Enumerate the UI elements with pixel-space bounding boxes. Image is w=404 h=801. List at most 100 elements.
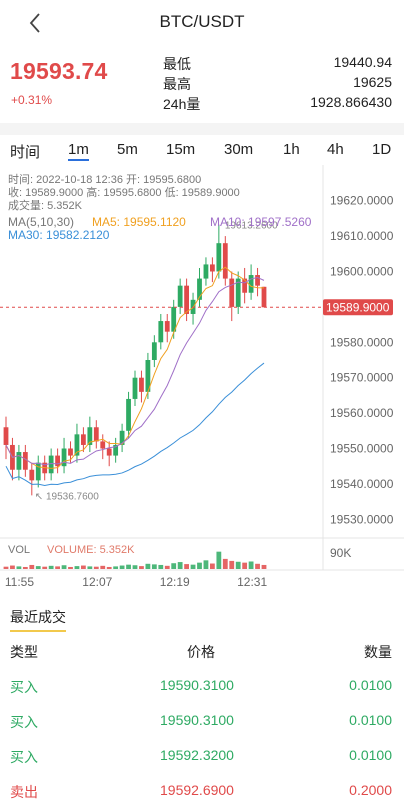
trades-header-amount: 数量	[364, 644, 392, 660]
y-tick-label: 19570.0000	[330, 371, 394, 385]
stat-value-volume: 1928.866430	[310, 94, 392, 110]
ma30-line	[5, 362, 265, 487]
volume-bar	[16, 566, 22, 569]
candle-info-line-2: 收: 19589.9000 高: 19595.6800 低: 19589.900…	[8, 187, 240, 199]
vol-label: VOL	[8, 544, 31, 556]
ma30-value: MA30: 19582.2120	[8, 228, 110, 242]
volume-bar	[229, 560, 235, 569]
volume-bar	[81, 565, 86, 569]
kline-chart[interactable]: 19620.000019610.000019600.000019590.0000…	[0, 165, 404, 595]
candle-body	[35, 462, 41, 481]
candle-body	[177, 285, 183, 307]
section-divider	[0, 123, 404, 135]
candle-body	[48, 455, 54, 474]
volume-bar	[151, 564, 157, 569]
price-change: +0.31%	[11, 93, 53, 107]
price-summary: 19593.74 +0.31% 最低 19440.94 最高 19625 24h…	[0, 46, 404, 122]
candle-body	[229, 278, 235, 307]
candle-body	[197, 278, 202, 300]
candle-body	[158, 321, 164, 343]
volume-bar	[126, 564, 131, 569]
page-title: BTC/USDT	[159, 12, 245, 31]
candle-body	[3, 427, 9, 445]
candle-body	[210, 264, 215, 272]
volume-value: VOLUME: 5.352K	[47, 544, 135, 556]
candle-body	[74, 434, 80, 456]
tab-4h[interactable]: 4h	[327, 141, 344, 158]
volume-bar	[74, 566, 80, 569]
stat-label-low: 最低	[163, 56, 191, 72]
tab-1m[interactable]: 1m	[68, 141, 89, 161]
ma10-line	[5, 276, 265, 466]
volume-bar	[93, 566, 99, 569]
y-tick-label: 19530.0000	[330, 512, 394, 526]
candle-info-line-1: 时间: 2022-10-18 12:36 开: 19595.6800	[8, 174, 202, 186]
volume-bar	[68, 566, 73, 569]
candle-body	[216, 243, 222, 272]
candle-body	[16, 452, 22, 470]
volume-axis-label: 90K	[330, 546, 351, 560]
ma10-value: MA10: 19597.5260	[210, 215, 312, 229]
tab-5m[interactable]: 5m	[117, 141, 138, 158]
volume-bar	[190, 564, 196, 569]
volume-bar	[235, 561, 241, 569]
y-tick-label: 19610.0000	[330, 229, 394, 243]
ma-title: MA(5,10,30)	[8, 215, 75, 229]
volume-bar	[100, 565, 106, 569]
trades-header-price: 价格	[187, 644, 215, 660]
candle-body	[93, 427, 99, 442]
volume-bar	[119, 565, 125, 569]
stat-value-low: 19440.94	[333, 54, 392, 70]
x-tick-label: 11:55	[5, 575, 34, 589]
candle-body	[126, 398, 131, 431]
ma5-line	[5, 266, 265, 469]
interval-tabs: 时间 1m 5m 15m 30m 1h 4h 1D	[0, 135, 404, 165]
candle-info-line-3: 成交量: 5.352K	[8, 200, 82, 212]
candle-body	[113, 444, 119, 456]
x-tick-label: 12:31	[237, 575, 267, 589]
volume-bar	[29, 564, 35, 569]
volume-bar	[106, 566, 112, 569]
ma5-value: MA5: 19595.1120	[92, 215, 186, 229]
tab-1d[interactable]: 1D	[372, 141, 392, 158]
volume-bar	[22, 566, 28, 569]
volume-bar	[216, 551, 222, 569]
candle-body	[242, 278, 248, 293]
stat-value-high: 19625	[353, 74, 392, 90]
trade-type: 买入	[10, 714, 38, 730]
tab-15m[interactable]: 15m	[166, 141, 196, 158]
x-tick-label: 12:19	[160, 575, 190, 589]
tab-30m[interactable]: 30m	[224, 141, 254, 158]
volume-bar	[87, 566, 93, 569]
volume-bar	[61, 565, 67, 569]
current-price-label: 19589.9000	[326, 300, 390, 314]
candle-body	[55, 455, 60, 467]
candle-body	[61, 448, 67, 467]
volume-bar	[177, 562, 183, 569]
volume-bar	[139, 566, 144, 569]
tab-1h[interactable]: 1h	[283, 141, 300, 158]
volume-bar	[113, 566, 119, 569]
candle-body	[203, 264, 209, 279]
candle-body	[151, 342, 157, 360]
volume-bar	[42, 566, 48, 569]
back-arrow-icon[interactable]	[24, 10, 48, 36]
candle-body	[68, 448, 73, 456]
volume-bar	[203, 560, 209, 569]
volume-bar	[222, 558, 228, 569]
y-tick-label: 19540.0000	[330, 477, 394, 491]
candle-body	[100, 441, 106, 449]
volume-bar	[48, 565, 54, 569]
volume-bar	[145, 563, 151, 569]
volume-bar	[210, 563, 215, 569]
trade-amount: 0.0100	[349, 677, 392, 693]
kline-chart-canvas: 19620.000019610.000019600.000019590.0000…	[0, 165, 404, 589]
y-tick-label: 19620.0000	[330, 194, 394, 208]
y-tick-label: 19550.0000	[330, 442, 394, 456]
low-annotation: ↖ 19536.7600	[35, 491, 99, 502]
trade-price: 19592.3200	[160, 747, 234, 763]
x-tick-label: 12:07	[82, 575, 112, 589]
top-bar: BTC/USDT	[0, 0, 404, 46]
trade-price: 19590.3100	[160, 712, 234, 728]
tab-time[interactable]: 时间	[10, 144, 41, 161]
